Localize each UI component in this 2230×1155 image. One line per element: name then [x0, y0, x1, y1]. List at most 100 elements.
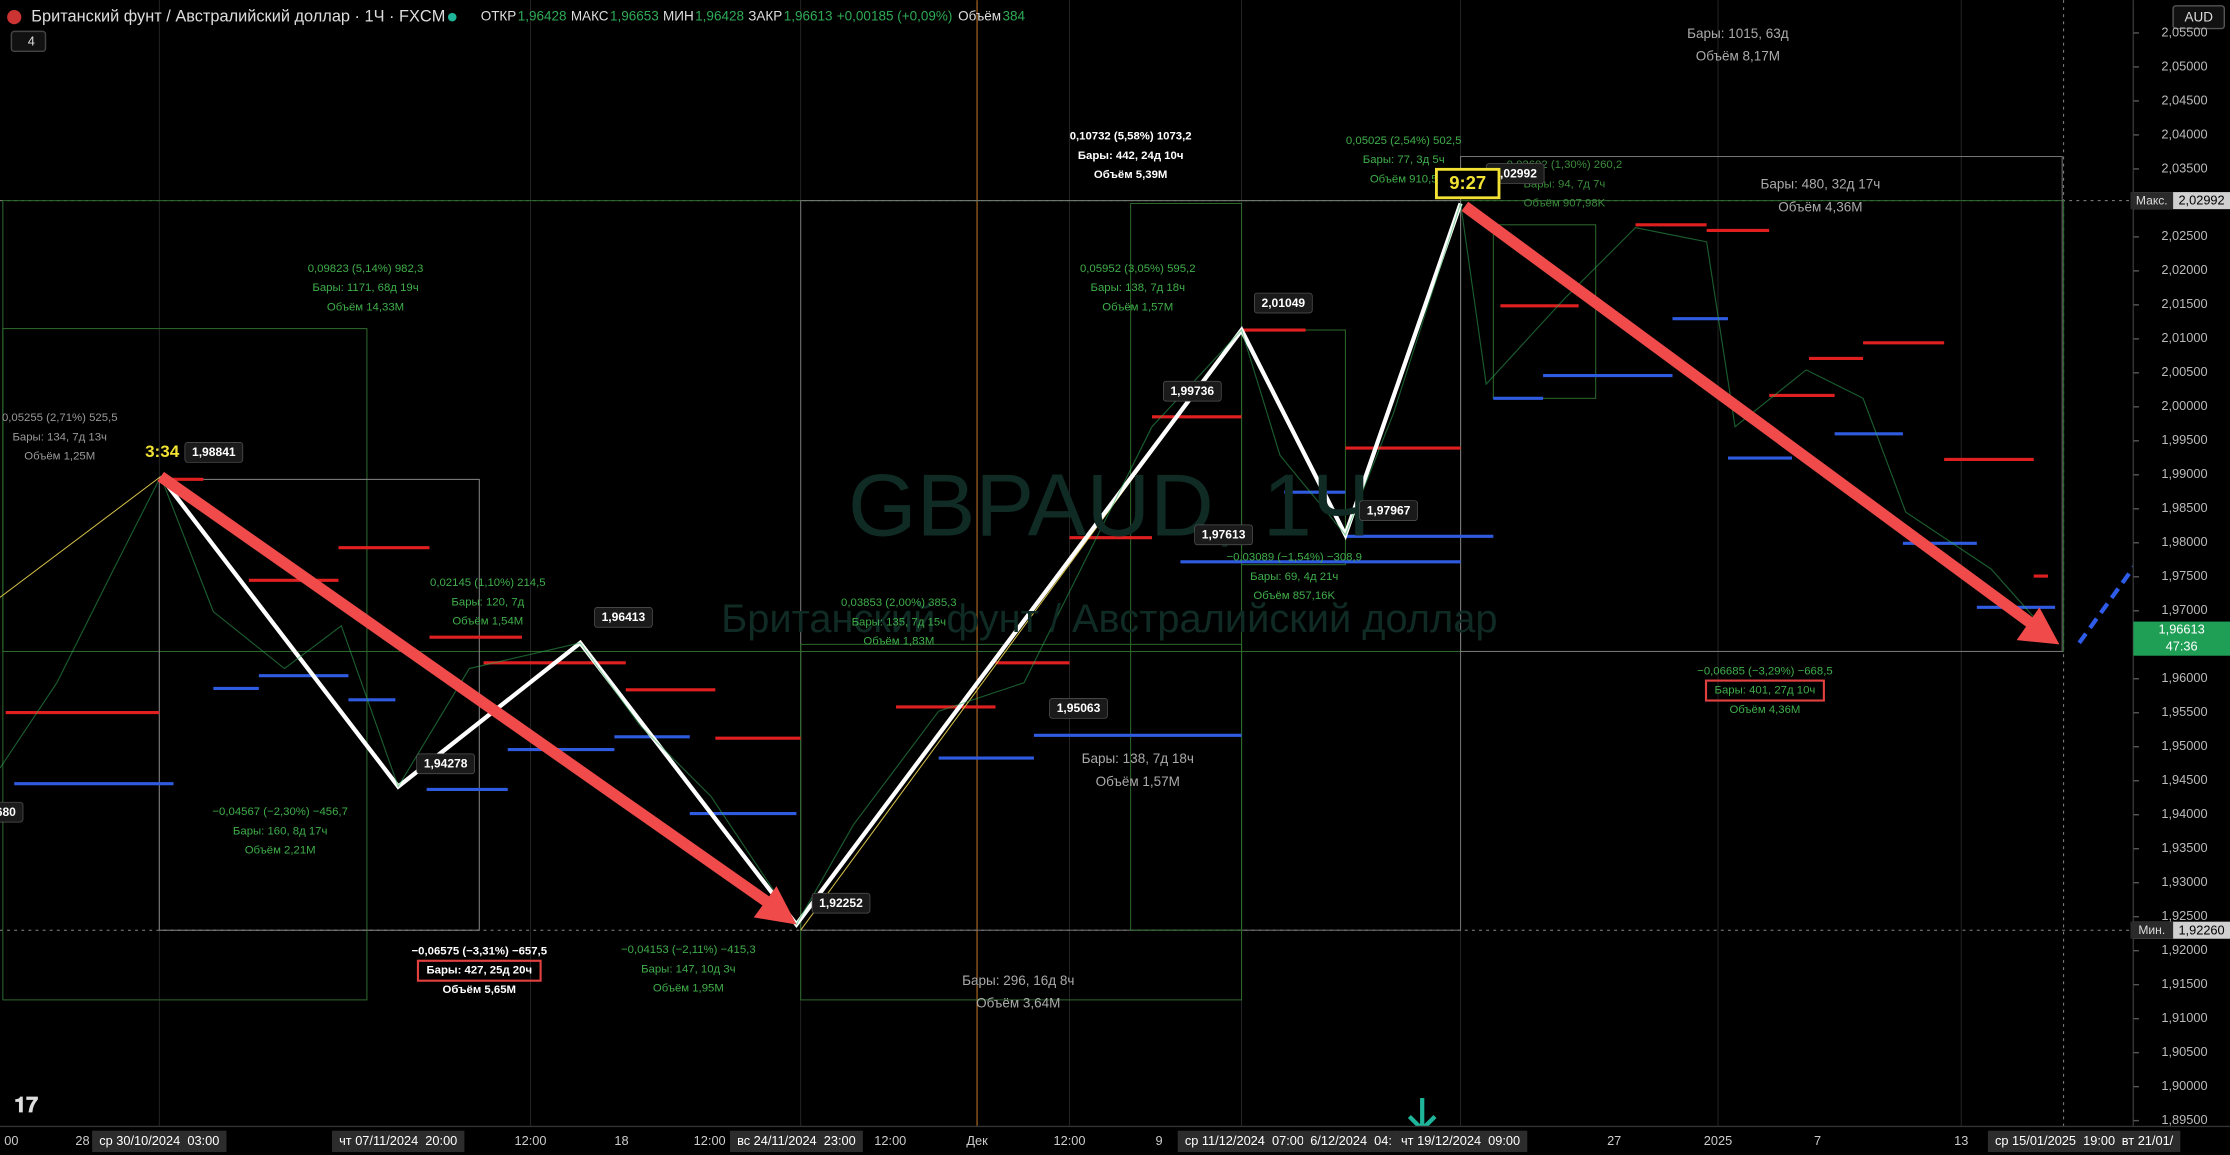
pivot-text: 1,97613 [1202, 528, 1246, 542]
time-label: Дек [966, 1133, 988, 1148]
measure-text: 0,03853 (2,00%) 385,3 [841, 597, 957, 609]
last-price: 1,96613 [2159, 621, 2205, 636]
currency-button[interactable] [2172, 5, 2226, 30]
time-label: 2025 [1704, 1133, 1732, 1148]
measure-text: Объём 5,39M [1094, 169, 1167, 181]
measure-text: Бары: 480, 32д 17ч [1761, 177, 1881, 192]
price-label: 1,94000 [2161, 806, 2207, 821]
price-label: 1,95500 [2161, 704, 2207, 719]
indicator-count: 4 [28, 33, 35, 48]
time-label: 18 [614, 1133, 628, 1148]
currency: AUD [2184, 9, 2213, 24]
measure-text: Бары: 1171, 68д 19ч [312, 282, 418, 294]
measure-text: 0,05255 (2,71%) 525,5 [2, 412, 118, 424]
pivot-label: 1,99736 [1162, 380, 1222, 402]
time-label: 6/12/2024 04: [1310, 1133, 1392, 1148]
measure-text: Бары: 138, 7д 18ч [1091, 282, 1186, 294]
time-highlight [1987, 1130, 2123, 1153]
price-label: 1,91000 [2161, 1010, 2207, 1025]
price-label: 1,96000 [2161, 670, 2207, 685]
measure-text: Бары: 120, 7д [451, 596, 524, 608]
time-highlight [2114, 1130, 2181, 1153]
pivot-label: 1,97967 [1359, 500, 1418, 521]
min-label-box [2130, 921, 2174, 939]
pivot-label: 2,01049 [1254, 292, 1313, 314]
ohlc-label: ОТКР [481, 9, 517, 24]
watermark-ticker: GBPAUD, 1Ч [848, 455, 1371, 554]
pivot-label: 1,95063 [1049, 698, 1108, 719]
measure-text: Бары: 135, 7д 15ч [852, 616, 947, 628]
indicators-toggle[interactable] [10, 30, 47, 52]
measure-text: Объём 910,5 [1370, 173, 1438, 185]
price-label: 2,00000 [2161, 398, 2207, 413]
ohlc-value: 1,96428 [695, 9, 744, 24]
max-price: 2,02992 [2178, 193, 2224, 208]
price-label: 2,03500 [2161, 160, 2207, 175]
measure-text: Объём 907,98K [1524, 197, 1606, 209]
status-dot [447, 12, 457, 22]
ohlc-label: МАКС [571, 9, 609, 24]
price-label: 1,93000 [2161, 874, 2207, 889]
symbol-icon [7, 10, 22, 25]
measure-text: −0,04153 (−2,11%) −415,3 [621, 944, 756, 956]
ohlc-value: 1,96428 [518, 9, 567, 24]
measure-text: Объём 1,25M [24, 451, 95, 463]
measure-text: Бары: 77, 3д 5ч [1363, 154, 1445, 166]
max-label-box [2130, 192, 2174, 210]
time-label: 12:00 [1053, 1133, 1085, 1148]
min-price: 1,92260 [2178, 922, 2224, 937]
price-label: 1,95000 [2161, 738, 2207, 753]
measure-text: Бары: 138, 7д 18ч [1082, 751, 1194, 766]
price-label: 1,97000 [2161, 602, 2207, 617]
price-label: 2,04500 [2161, 92, 2207, 107]
trend-arrows [157, 201, 2158, 925]
measure-text: Объём 8,17M [1696, 49, 1780, 64]
pivot-box [1359, 500, 1418, 521]
price-label: 1,98500 [2161, 500, 2207, 515]
time-stamp: 3:34 [145, 442, 180, 461]
time-highlight [332, 1130, 465, 1153]
pivot-text: 1,98841 [192, 445, 236, 459]
pivot-text: 2,01049 [1261, 296, 1305, 310]
time-label: 00 [4, 1133, 18, 1148]
measure-text: 0,10732 (5,58%) 1073,2 [1070, 131, 1192, 143]
time-label: 27 [1607, 1133, 1621, 1148]
measure-text: Объём 14,33M [327, 301, 404, 313]
time-highlight [1393, 1130, 1528, 1153]
ohlc-value: 1,96613 [784, 9, 833, 24]
time-label: 7 [1814, 1133, 1821, 1148]
measure-text: Бары: 427, 25д 20ч [426, 965, 532, 977]
time-label: 13 [1954, 1133, 1968, 1148]
measure-text: Бары: 160, 8д 17ч [233, 825, 328, 837]
price-label: 2,02500 [2161, 228, 2207, 243]
price-label: 2,01500 [2161, 296, 2207, 311]
pivot-label: 1,98841 [184, 442, 244, 463]
measure-highlight [416, 959, 542, 982]
price-label: 2,04000 [2161, 126, 2207, 141]
measure-text: Бары: 69, 4д 21ч [1250, 571, 1338, 583]
price-label: 2,02000 [2161, 262, 2207, 277]
price-label: 2,00500 [2161, 364, 2207, 379]
price-label: 2,05000 [2161, 58, 2207, 73]
time-label: вт 21/01/ [2122, 1133, 2174, 1148]
price-label: 1,98000 [2161, 534, 2207, 549]
symbol: Британский фунт / Австралийский доллар ·… [31, 7, 445, 25]
time-highlight [1303, 1130, 1400, 1153]
price-label: 1,89500 [2161, 1112, 2207, 1127]
measure-text: Бары: 134, 7д 13ч [12, 431, 107, 443]
pivot-label: 680 [0, 801, 24, 823]
measure-text: Бары: 147, 10д 3ч [641, 963, 736, 975]
measure-text: Объём 3,64M [976, 996, 1060, 1011]
pivot-box [1049, 698, 1108, 719]
pivot-label: 1,96413 [594, 607, 653, 628]
pivot-box [0, 801, 24, 823]
pivot-box [184, 442, 244, 463]
price-label: 1,97500 [2161, 568, 2207, 583]
measure-text: −0,04567 (−2,30%) −456,7 [212, 806, 347, 818]
levels [5, 223, 2056, 816]
pivot-box [1162, 380, 1222, 402]
pivot-label: 1,94278 [416, 753, 475, 775]
